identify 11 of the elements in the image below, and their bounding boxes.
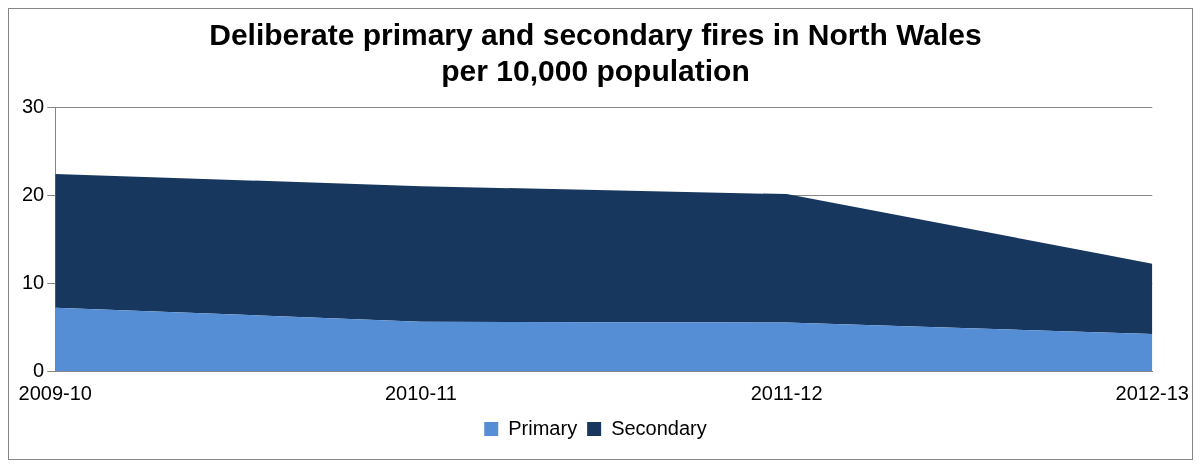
x-tick-label: 2010-11 bbox=[384, 381, 457, 404]
x-tick-label: 2012-13 bbox=[1115, 381, 1189, 404]
chart-title: Deliberate primary and secondary fires in North Wales per 10,000 population bbox=[209, 18, 982, 88]
x-tick-label: 2009-10 bbox=[18, 381, 92, 404]
y-tick-label: 20 bbox=[22, 182, 45, 205]
legend-label: Primary bbox=[508, 416, 578, 439]
y-tick-label: 30 bbox=[22, 94, 45, 117]
legend-label: Secondary bbox=[611, 416, 707, 439]
y-tick-label: 10 bbox=[22, 270, 45, 293]
y-tick-label: 0 bbox=[33, 358, 45, 381]
x-tick-label: 2011-12 bbox=[750, 381, 823, 404]
